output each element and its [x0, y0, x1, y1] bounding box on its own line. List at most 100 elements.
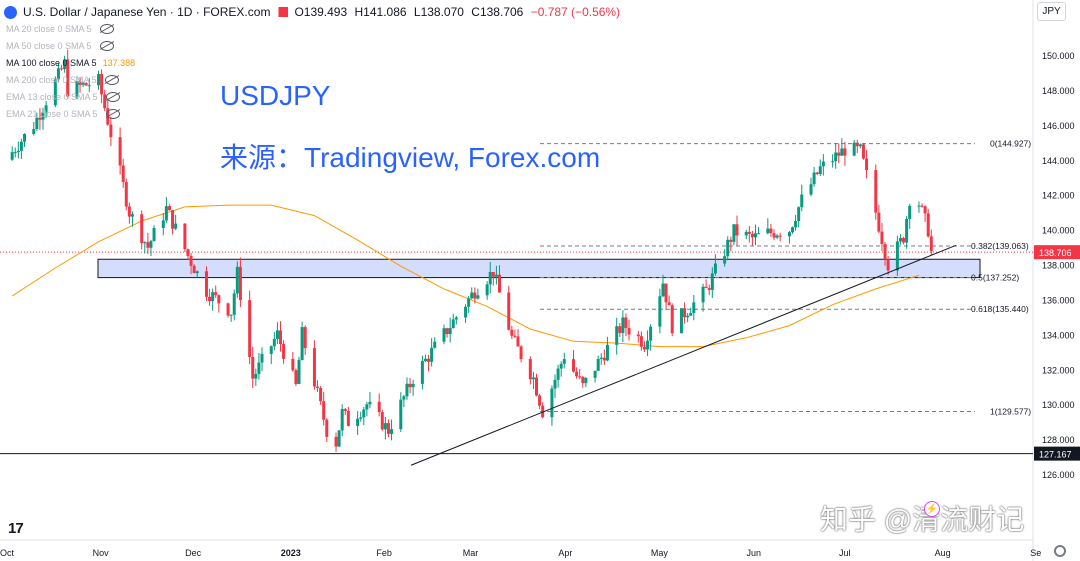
- symbol-title[interactable]: U.S. Dollar / Japanese Yen · 1D · FOREX.…: [23, 5, 271, 19]
- x-tick-label: Apr: [558, 548, 572, 558]
- candle-body: [929, 236, 933, 251]
- candle-body: [578, 376, 582, 378]
- candle-body: [16, 150, 20, 153]
- candle-body: [303, 327, 307, 349]
- candle-body: [362, 409, 366, 418]
- candle-body: [507, 292, 511, 330]
- candle-body: [852, 142, 856, 156]
- indicator-row[interactable]: MA 100 close 0 SMA 5 137.388: [6, 58, 135, 68]
- open-value: O139.493: [294, 5, 348, 19]
- indicator-row[interactable]: MA 50 close 0 SMA 5: [6, 41, 114, 51]
- candle-body: [902, 238, 906, 243]
- settings-icon[interactable]: [1054, 545, 1066, 557]
- candle-body: [44, 105, 48, 113]
- hidden-eye-icon[interactable]: [105, 92, 120, 102]
- candle-body: [75, 81, 79, 97]
- candle-body: [794, 221, 798, 228]
- candle-body: [38, 117, 42, 120]
- watermark: 知乎 @清流财记: [820, 504, 1025, 535]
- lightning-icon[interactable]: ⚡: [924, 501, 940, 517]
- candle-body: [257, 362, 261, 374]
- candle-body: [877, 212, 881, 232]
- candle-body: [883, 244, 887, 260]
- candle-body: [10, 152, 14, 160]
- candle-body: [840, 148, 844, 156]
- candle-body: [275, 330, 279, 339]
- candle-body: [596, 359, 600, 371]
- candle-body: [488, 272, 492, 285]
- candle-body: [254, 373, 258, 379]
- x-tick-label: Jun: [746, 548, 761, 558]
- candle-body: [923, 206, 927, 214]
- candle-body: [402, 396, 406, 400]
- candle-body: [615, 326, 619, 345]
- candle-body: [445, 328, 449, 334]
- tradingview-logo[interactable]: 17: [8, 520, 24, 537]
- hidden-eye-icon[interactable]: [104, 75, 119, 85]
- candle-body: [359, 417, 363, 419]
- candle-body: [322, 401, 326, 420]
- candle-body: [757, 233, 761, 235]
- candle-body: [528, 359, 532, 380]
- marked-level-tag: 127.167: [1039, 450, 1072, 460]
- candle-body: [701, 286, 705, 303]
- candle-body: [103, 94, 107, 109]
- y-tick-label: 140.000: [1042, 226, 1075, 236]
- high-value: H141.086: [354, 5, 407, 19]
- candle-body: [865, 158, 869, 171]
- y-tick-label: 136.000: [1042, 295, 1075, 305]
- candle-body: [171, 210, 175, 229]
- support-zone: [97, 258, 981, 279]
- candle-body: [639, 336, 643, 347]
- candle-body: [229, 314, 233, 316]
- candle-body: [433, 341, 437, 348]
- currency-button[interactable]: JPY: [1037, 2, 1066, 21]
- candle-body: [895, 241, 899, 271]
- hidden-eye-icon[interactable]: [99, 24, 114, 34]
- candle-body: [556, 368, 560, 380]
- candle-body: [713, 263, 717, 274]
- candle-body: [451, 319, 455, 329]
- candle-body: [174, 223, 178, 229]
- candle-body: [692, 302, 696, 313]
- candle-body: [260, 353, 264, 363]
- overlay-title: USDJPY: [220, 80, 331, 111]
- indicator-row[interactable]: EMA 21 close 0 SMA 5: [6, 109, 120, 119]
- candle-body: [605, 344, 609, 361]
- candle-body: [121, 165, 125, 183]
- hidden-eye-icon[interactable]: [105, 109, 120, 119]
- candle-body: [905, 218, 909, 243]
- candle-body: [920, 205, 924, 207]
- candle-body: [855, 142, 859, 147]
- y-tick-label: 148.000: [1042, 86, 1075, 96]
- candle-body: [667, 302, 671, 306]
- indicator-row[interactable]: EMA 13 close 0 SMA 5: [6, 92, 120, 102]
- indicator-row[interactable]: MA 200 close 0 SMA 5: [6, 75, 119, 85]
- candle-body: [279, 330, 283, 344]
- change-value: −0.787 (−0.56%): [530, 5, 621, 19]
- candle-body: [81, 83, 85, 85]
- candle-body: [726, 239, 730, 257]
- candle-body: [772, 233, 776, 238]
- indicator-row[interactable]: MA 20 close 0 SMA 5: [6, 24, 114, 34]
- last-price-tag: 138.706: [1039, 248, 1072, 258]
- candle-body: [926, 213, 930, 237]
- overlay-source: 来源：Tradingview, Forex.com: [220, 142, 601, 173]
- candle-body: [664, 283, 668, 303]
- candle-body: [550, 388, 554, 418]
- fib-label: 0(144.927): [990, 139, 1031, 149]
- candle-body: [386, 423, 390, 434]
- candle-body: [13, 152, 17, 154]
- fib-label: 0.382(139.063): [971, 241, 1029, 251]
- hidden-eye-icon[interactable]: [99, 41, 114, 51]
- candle-body: [491, 272, 495, 277]
- candle-body: [581, 377, 585, 384]
- market-status-icon: [278, 7, 289, 17]
- candle-body: [189, 255, 193, 266]
- candle-body: [485, 284, 489, 296]
- candle-body: [343, 409, 347, 411]
- candle-body: [775, 235, 779, 238]
- candle-body: [464, 306, 468, 318]
- candle-body: [297, 360, 301, 384]
